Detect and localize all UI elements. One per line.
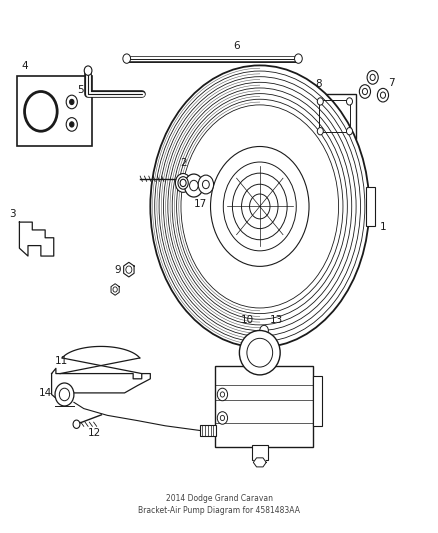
Polygon shape bbox=[124, 262, 134, 277]
Bar bbox=[314, 94, 357, 139]
Circle shape bbox=[260, 325, 268, 336]
Text: 2014 Dodge Grand Caravan
Bracket-Air Pump Diagram for 4581483AA: 2014 Dodge Grand Caravan Bracket-Air Pum… bbox=[138, 494, 300, 515]
Circle shape bbox=[362, 88, 367, 95]
Circle shape bbox=[219, 158, 300, 255]
Circle shape bbox=[55, 383, 74, 406]
Circle shape bbox=[220, 392, 225, 397]
Bar bbox=[366, 187, 375, 227]
Circle shape bbox=[184, 174, 203, 197]
Circle shape bbox=[346, 127, 353, 135]
Circle shape bbox=[73, 420, 80, 429]
Circle shape bbox=[370, 74, 375, 80]
Circle shape bbox=[317, 127, 323, 135]
Text: 10: 10 bbox=[240, 315, 254, 325]
Circle shape bbox=[66, 118, 78, 131]
Circle shape bbox=[217, 411, 228, 424]
Circle shape bbox=[84, 66, 92, 75]
Circle shape bbox=[198, 175, 214, 194]
Circle shape bbox=[25, 92, 57, 131]
Circle shape bbox=[367, 71, 378, 84]
Circle shape bbox=[113, 287, 117, 292]
Text: 11: 11 bbox=[55, 356, 68, 366]
Circle shape bbox=[59, 388, 70, 401]
Text: 17: 17 bbox=[194, 199, 207, 208]
Circle shape bbox=[346, 98, 353, 105]
Text: 9: 9 bbox=[114, 264, 121, 274]
Text: 2: 2 bbox=[180, 158, 187, 168]
Text: 1: 1 bbox=[380, 222, 387, 232]
Text: 6: 6 bbox=[233, 41, 240, 51]
Ellipse shape bbox=[240, 330, 280, 375]
Text: 3: 3 bbox=[9, 209, 15, 220]
Text: 14: 14 bbox=[39, 388, 52, 398]
Polygon shape bbox=[253, 458, 266, 467]
Circle shape bbox=[190, 180, 198, 191]
Polygon shape bbox=[111, 284, 119, 295]
Circle shape bbox=[66, 95, 78, 109]
Circle shape bbox=[70, 99, 74, 104]
Text: 4: 4 bbox=[21, 61, 28, 71]
Circle shape bbox=[202, 180, 209, 189]
Circle shape bbox=[294, 54, 302, 63]
Text: 5: 5 bbox=[77, 85, 84, 95]
Text: 7: 7 bbox=[388, 78, 394, 87]
Bar bbox=[200, 425, 216, 436]
Bar bbox=[314, 376, 322, 426]
Circle shape bbox=[220, 415, 225, 421]
Bar bbox=[17, 76, 92, 147]
Circle shape bbox=[178, 176, 188, 189]
Circle shape bbox=[175, 174, 191, 192]
Bar bbox=[215, 366, 314, 447]
Text: 12: 12 bbox=[88, 429, 101, 439]
Bar bbox=[252, 445, 268, 460]
Circle shape bbox=[380, 92, 385, 98]
Circle shape bbox=[317, 98, 323, 105]
Circle shape bbox=[378, 88, 389, 102]
Circle shape bbox=[123, 54, 131, 63]
Bar bbox=[319, 100, 350, 132]
Circle shape bbox=[180, 179, 186, 187]
Ellipse shape bbox=[150, 66, 369, 348]
Circle shape bbox=[217, 388, 228, 401]
Circle shape bbox=[359, 85, 371, 98]
Text: 13: 13 bbox=[269, 315, 283, 325]
Circle shape bbox=[70, 122, 74, 127]
Text: 8: 8 bbox=[315, 79, 322, 89]
Circle shape bbox=[126, 266, 132, 273]
